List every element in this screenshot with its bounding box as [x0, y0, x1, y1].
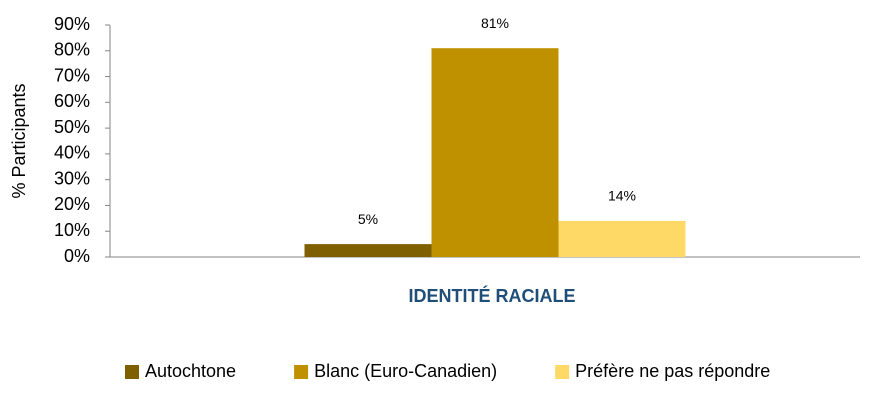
y-axis-label: % Participants	[9, 83, 29, 198]
y-tick-label: 70%	[54, 65, 90, 85]
bar	[304, 244, 432, 257]
legend-label: Préfère ne pas répondre	[575, 361, 770, 381]
y-tick-label: 80%	[54, 40, 90, 60]
bar	[431, 48, 559, 258]
y-tick-label: 90%	[54, 14, 90, 34]
data-label: 5%	[358, 211, 378, 227]
legend-swatch	[294, 365, 309, 379]
y-tick-label: 0%	[64, 246, 90, 266]
legend-label: Autochtone	[145, 361, 236, 381]
legend-label: Blanc (Euro-Canadien)	[314, 361, 497, 381]
bar	[558, 220, 686, 257]
y-tick-label: 40%	[54, 143, 90, 163]
y-tick-label: 20%	[54, 194, 90, 214]
legend-swatch	[555, 365, 570, 379]
data-label: 14%	[608, 188, 636, 204]
y-tick-label: 60%	[54, 91, 90, 111]
data-label: 81%	[481, 15, 509, 31]
y-tick-label: 50%	[54, 117, 90, 137]
y-tick-label: 30%	[54, 168, 90, 188]
legend-swatch	[125, 365, 139, 379]
y-tick-label: 10%	[54, 220, 90, 240]
x-tick-label: IDENTITÉ RACIALE	[408, 285, 575, 306]
